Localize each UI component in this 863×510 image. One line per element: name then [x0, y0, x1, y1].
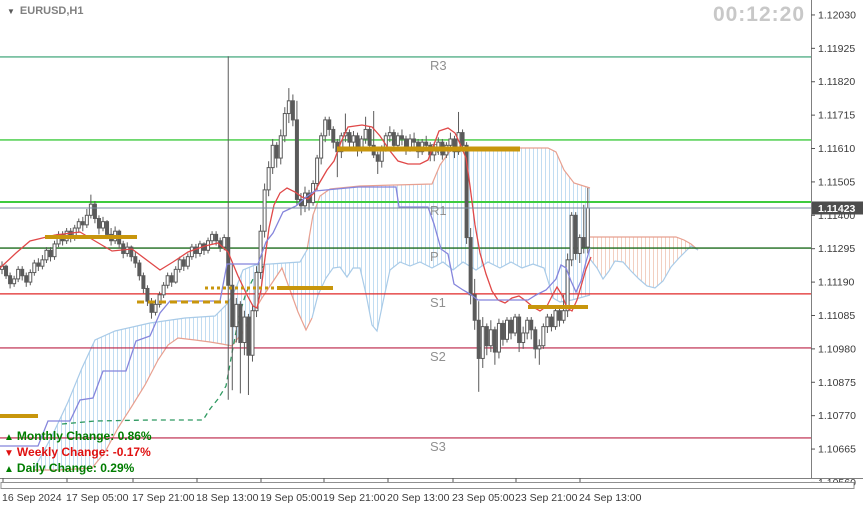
- svg-text:20 Sep 13:00: 20 Sep 13:00: [387, 492, 450, 504]
- down-arrow-icon: ▼: [4, 448, 14, 459]
- weekly-change-row: ▼ Weekly Change: -0.17%: [4, 445, 152, 461]
- time-axis[interactable]: 16 Sep 2024 17 Sep 05:00 17 Sep 21:00 18 Se…: [2, 478, 642, 504]
- monthly-change-row: ▲ Monthly Change: 0.86%: [4, 429, 152, 445]
- indicator-lines-layer: [0, 124, 592, 447]
- svg-text:1.11505: 1.11505: [818, 176, 855, 188]
- svg-text:17 Sep 05:00: 17 Sep 05:00: [66, 492, 129, 504]
- pivot-label-r3: R3: [430, 58, 447, 73]
- pivot-label-s1: S1: [430, 295, 446, 310]
- symbol-timeframe-label: EURUSD,H1: [19, 5, 84, 17]
- price-axis[interactable]: 1.12030 1.11925 1.11820 1.11715 1.11610 1.115…: [811, 9, 856, 489]
- svg-text:16 Sep 2024: 16 Sep 2024: [2, 492, 62, 504]
- tenkan-sen-line: [0, 124, 592, 312]
- svg-text:1.11190: 1.11190: [818, 277, 855, 289]
- change-stats-panel: ▲ Monthly Change: 0.86% ▼ Weekly Change: -…: [4, 429, 152, 477]
- svg-text:19 Sep 21:00: 19 Sep 21:00: [323, 492, 386, 504]
- daily-change-text: Daily Change: 0.29%: [16, 461, 135, 475]
- svg-text:1.11610: 1.11610: [818, 143, 855, 155]
- chevron-down-icon: ▼: [7, 6, 15, 16]
- current-price-badge: 1.11423: [812, 201, 863, 215]
- svg-text:17 Sep 21:00: 17 Sep 21:00: [132, 492, 195, 504]
- kijun-sen-line: [0, 186, 591, 447]
- svg-text:1.10665: 1.10665: [818, 444, 856, 456]
- svg-text:24 Sep 13:00: 24 Sep 13:00: [579, 492, 642, 504]
- svg-text:1.11085: 1.11085: [818, 310, 855, 322]
- symbol-selector[interactable]: ▼ EURUSD,H1: [7, 5, 84, 17]
- ichimoku-cloud-layer: [33, 147, 699, 471]
- weekly-change-text: Weekly Change: -0.17%: [16, 445, 151, 459]
- pivot-label-p: P: [430, 249, 439, 264]
- orange-markers-layer: [0, 146, 588, 418]
- svg-text:19 Sep 05:00: 19 Sep 05:00: [260, 492, 323, 504]
- up-arrow-icon: ▲: [4, 464, 14, 475]
- svg-text:23 Sep 05:00: 23 Sep 05:00: [452, 492, 515, 504]
- up-arrow-icon: ▲: [4, 432, 14, 443]
- svg-text:1.10770: 1.10770: [818, 410, 856, 422]
- svg-text:18 Sep 13:00: 18 Sep 13:00: [196, 492, 259, 504]
- monthly-change-text: Monthly Change: 0.86%: [16, 429, 152, 443]
- svg-text:1.11925: 1.11925: [818, 43, 855, 55]
- svg-text:23 Sep 21:00: 23 Sep 21:00: [515, 492, 578, 504]
- pivot-label-r1: R1: [430, 203, 447, 218]
- horizontal-scrollbar[interactable]: [0, 482, 855, 489]
- svg-text:1.10980: 1.10980: [818, 343, 856, 355]
- pivot-label-s2: S2: [430, 349, 446, 364]
- candle-countdown-timer: 00:12:20: [712, 3, 805, 26]
- svg-text:1.11820: 1.11820: [818, 76, 855, 88]
- svg-text:1.11423: 1.11423: [818, 203, 856, 215]
- svg-text:1.11295: 1.11295: [818, 243, 855, 255]
- svg-text:1.10875: 1.10875: [818, 377, 856, 389]
- svg-text:1.12030: 1.12030: [818, 9, 856, 21]
- pivot-label-s3: S3: [430, 439, 446, 454]
- chikou-line: [61, 265, 265, 425]
- daily-change-row: ▲ Daily Change: 0.29%: [4, 461, 152, 477]
- svg-text:1.11715: 1.11715: [818, 110, 855, 122]
